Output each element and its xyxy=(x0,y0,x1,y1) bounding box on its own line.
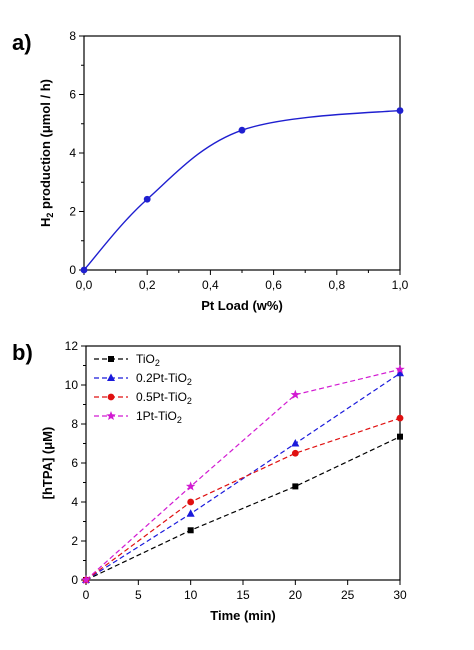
panel-b-legend-marker-1 xyxy=(107,373,115,381)
panel-b-data-point-3 xyxy=(290,389,301,399)
panel-a-x-tick-label: 0,2 xyxy=(139,278,156,292)
panel-b-data-point-2 xyxy=(291,449,299,457)
panel-a-label: a) xyxy=(12,30,32,55)
panel-b-y-tick-label: 2 xyxy=(71,534,78,548)
panel-b-data-point-1 xyxy=(291,439,300,447)
panel-a-data-point xyxy=(238,126,246,134)
panel-a-y-tick-label: 0 xyxy=(69,263,76,277)
panel-a-y-tick-label: 6 xyxy=(69,88,76,102)
panel-b-data-point-2 xyxy=(396,414,404,422)
panel-b-legend-label-3: 1Pt-TiO2 xyxy=(136,409,182,425)
panel-b-data-point-0 xyxy=(187,527,194,534)
legend-label-sub: 2 xyxy=(187,396,192,406)
panel-a-x-tick-label: 1,0 xyxy=(392,278,409,292)
panel-a-plot-frame xyxy=(83,35,401,271)
panel-b-data-point-2 xyxy=(187,498,195,506)
panel-b-y-tick-label: 10 xyxy=(65,378,79,392)
panel-a-data-point xyxy=(143,195,151,203)
panel-a-data-point xyxy=(396,107,404,114)
panel-a-y-tick-label: 4 xyxy=(69,146,76,160)
panel-b-legend-label-2: 0.5Pt-TiO2 xyxy=(136,390,192,406)
panel-a-y-tick-label: 8 xyxy=(69,29,76,43)
panel-b-data-point-0 xyxy=(292,483,299,490)
panel-b-data-point-1 xyxy=(186,509,195,517)
panel-b-legend-label-0: TiO2 xyxy=(136,352,160,368)
panel-b-data-point-3 xyxy=(395,364,405,374)
panel-a-x-tick-label: 0,0 xyxy=(76,278,93,292)
panel-b-data-point-0 xyxy=(397,433,403,440)
panel-b-y-tick-label: 8 xyxy=(71,417,78,431)
panel-b-x-tick-label: 5 xyxy=(135,588,142,602)
panel-a-x-tick-label: 0,8 xyxy=(328,278,345,292)
panel-a-ticks: 0,0 0,2 0,4 0,6 0,8 1,0 0 2 4 6 8 xyxy=(69,29,408,292)
panel-b-y-tick-label: 6 xyxy=(71,456,78,470)
panel-b-series-line-0 xyxy=(85,436,401,581)
legend-label-sub: 2 xyxy=(187,377,192,387)
panel-b-series-line-3 xyxy=(85,368,401,581)
panel-b-x-tick-label: 15 xyxy=(236,588,250,602)
panel-b-x-tick-label: 20 xyxy=(289,588,303,602)
panel-b-y-tick-label: 12 xyxy=(65,339,79,353)
panel-b-y-tick-label: 0 xyxy=(71,573,78,587)
panel-a-series-line xyxy=(83,109,401,271)
panel-b-legend-marker-2 xyxy=(107,393,115,401)
panel-b-series-line-1 xyxy=(85,372,401,581)
panel-b-x-tick-label: 10 xyxy=(184,588,198,602)
panel-a-x-tick-label: 0,4 xyxy=(202,278,219,292)
panel-a-y-label-sub: 2 xyxy=(45,213,55,218)
panel-b-y-axis-label: [hTPA] (μM) xyxy=(40,427,55,500)
panel-b-y-tick-label: 4 xyxy=(71,495,78,509)
panel-b-x-tick-label: 25 xyxy=(341,588,355,602)
panel-a-y-label-main: H xyxy=(38,218,53,227)
panel-b-series-line-2 xyxy=(85,417,401,581)
legend-label-sub: 2 xyxy=(155,358,160,368)
panel-b-legend-label-1: 0.2Pt-TiO2 xyxy=(136,371,192,387)
panel-a-y-tick-label: 2 xyxy=(69,205,76,219)
legend-label-main: TiO xyxy=(136,352,155,366)
panel-b-ticks: 0 5 10 15 20 25 30 0 2 4 6 8 10 12 xyxy=(65,339,407,602)
panel-b-x-tick-label: 0 xyxy=(83,588,90,602)
legend-label-main: 0.5Pt-TiO xyxy=(136,390,187,404)
panel-b-legend-marker-3 xyxy=(106,411,116,421)
panel-b-x-axis-label: Time (min) xyxy=(210,608,276,623)
panel-a-data xyxy=(80,107,404,274)
legend-label-sub: 2 xyxy=(177,415,182,425)
panel-a-x-axis-label: Pt Load (w%) xyxy=(201,298,283,313)
legend-label-main: 1Pt-TiO xyxy=(136,409,177,423)
panel-b-data-point-3 xyxy=(185,481,196,491)
panel-b-x-tick-label: 30 xyxy=(393,588,407,602)
panel-a-y-axis-label: H2 production (μmol / h) xyxy=(38,79,55,227)
panel-a-x-tick-label: 0,6 xyxy=(265,278,282,292)
legend-label-main: 0.2Pt-TiO xyxy=(136,371,187,385)
panel-a-data-point xyxy=(80,266,88,274)
panel-b-data-point-1 xyxy=(396,368,404,377)
panel-a-y-label-rest: production (μmol / h) xyxy=(38,79,53,213)
panel-b-data xyxy=(81,364,405,585)
panel-b-legend-marker-0 xyxy=(108,356,114,362)
panel-b-data-point-3 xyxy=(81,575,91,585)
panel-b-label: b) xyxy=(12,340,33,365)
